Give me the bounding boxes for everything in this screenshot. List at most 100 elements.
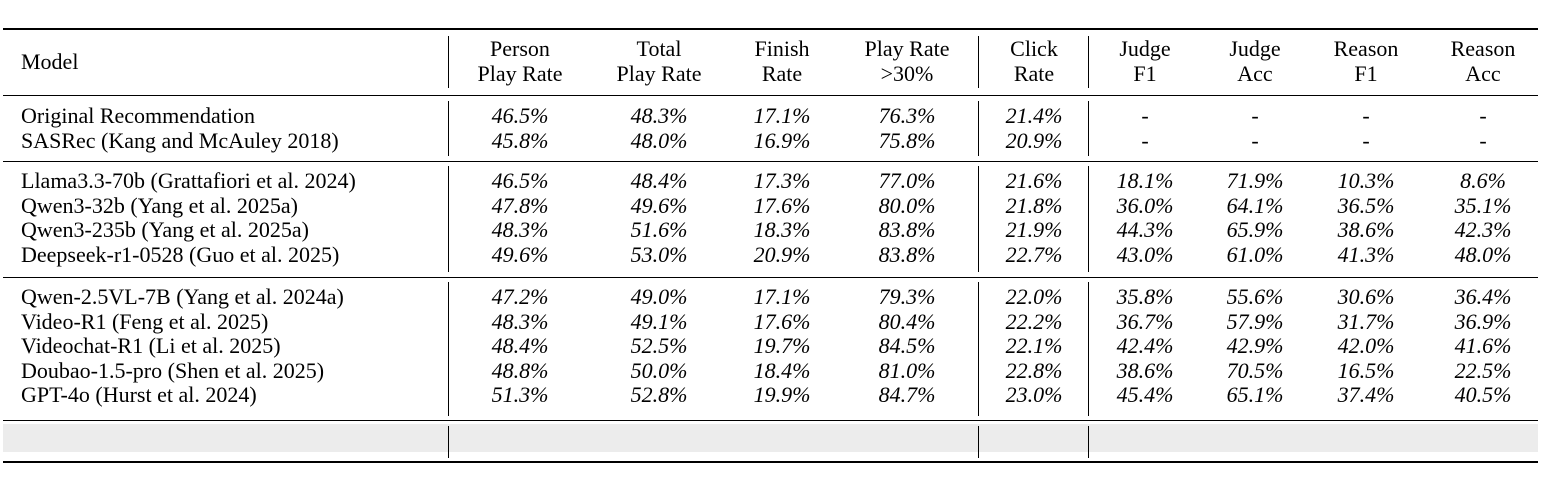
value-cell: 41.3% xyxy=(1337,241,1395,267)
value-cell: 18.3% xyxy=(753,217,811,242)
value-cell: 75.8% xyxy=(878,127,936,153)
group-rule-0 xyxy=(3,95,1538,96)
header-col-6-line2: F1 xyxy=(1133,61,1157,86)
header-col-2-line1: Total xyxy=(636,36,682,61)
header-col-3-line2: Rate xyxy=(761,61,803,86)
model-name-cell: Original Recommendation xyxy=(21,103,255,128)
model-name-cell: Qwen-2.5VL-7B (Yang et al. 2024a) xyxy=(21,284,344,309)
value-cell: 35.8% xyxy=(1116,284,1174,309)
model-name-cell: Video-R1 (Feng et al. 2025) xyxy=(21,308,269,334)
header-col-8-line1: Reason xyxy=(1333,36,1399,61)
group-0-divider-1 xyxy=(978,101,979,156)
header-col-2-line2: Play Rate xyxy=(616,61,702,86)
value-cell: 18.1% xyxy=(1116,168,1174,193)
value-cell: 81.0% xyxy=(878,357,936,383)
value-cell: 18.4% xyxy=(753,357,811,383)
header-col-6-line1: Judge xyxy=(1119,36,1171,61)
value-cell: 48.8% xyxy=(491,357,549,383)
value-cell: - xyxy=(1251,127,1259,153)
value-cell: 83.8% xyxy=(878,241,936,267)
value-cell: - xyxy=(1141,103,1149,128)
header-col-4-line1: Play Rate xyxy=(864,36,950,61)
value-cell: 42.9% xyxy=(1226,333,1284,358)
top-rule xyxy=(3,28,1538,30)
value-cell: 57.9% xyxy=(1226,308,1284,334)
group-rule-1 xyxy=(3,161,1538,162)
value-cell: 38.6% xyxy=(1116,357,1174,383)
value-cell: 21.4% xyxy=(1005,103,1063,128)
model-name-cell: Qwen3-235b (Yang et al. 2025a) xyxy=(21,217,309,242)
highlight-row-bg xyxy=(3,424,1538,452)
value-cell: 38.6% xyxy=(1337,217,1395,242)
value-cell: 61.0% xyxy=(1226,241,1284,267)
value-cell: 19.9% xyxy=(753,382,811,407)
value-cell: 48.0% xyxy=(630,127,688,153)
model-name-cell: Doubao-1.5-pro (Shen et al. 2025) xyxy=(21,357,325,383)
value-cell: 17.6% xyxy=(753,308,811,334)
value-cell: 40.5% xyxy=(1454,382,1512,407)
value-cell: 17.1% xyxy=(753,284,811,309)
model-name-cell: Qwen3-32b (Yang et al. 2025a) xyxy=(21,192,298,218)
header-col-7-line1: Judge xyxy=(1229,36,1281,61)
table-row: SASRec (Kang and McAuley 2018) 45.8% 48.0%… xyxy=(3,127,1538,153)
model-name-cell: GPT-4o (Hurst et al. 2024) xyxy=(21,382,257,407)
value-cell: 22.0% xyxy=(1005,284,1063,309)
header-col-5-line1: Click xyxy=(1010,36,1058,61)
group-2-divider-1 xyxy=(978,282,979,416)
header-col-5-line2: Rate xyxy=(1013,61,1055,86)
value-cell: 48.4% xyxy=(630,168,688,193)
value-cell: - xyxy=(1141,127,1149,153)
value-cell: 49.6% xyxy=(491,241,549,267)
value-cell: 19.7% xyxy=(753,333,811,358)
value-cell: 64.1% xyxy=(1226,192,1284,218)
header-col-3-line1: Finish xyxy=(754,36,810,61)
model-name-cell: Deepseek-r1-0528 (Guo et al. 2025) xyxy=(21,241,340,267)
value-cell: 80.0% xyxy=(878,192,936,218)
value-cell: 53.0% xyxy=(630,241,688,267)
value-cell: 36.7% xyxy=(1116,308,1174,334)
value-cell: 49.6% xyxy=(630,192,688,218)
header-col-1-line1: Person xyxy=(490,36,550,61)
value-cell: - xyxy=(1362,103,1370,128)
value-cell: 21.9% xyxy=(1005,217,1063,242)
group-2-divider-2 xyxy=(1088,282,1089,416)
value-cell: 65.1% xyxy=(1226,382,1284,407)
table-row: Qwen3-235b (Yang et al. 2025a) 48.3% 51.6%… xyxy=(3,218,1538,242)
table-row: GPT-4o (Hurst et al. 2024) 51.3% 52.8% 19.9… xyxy=(3,383,1538,407)
group-3-divider-1 xyxy=(978,426,979,458)
value-cell: 47.2% xyxy=(491,284,549,309)
value-cell: 48.3% xyxy=(491,308,549,334)
value-cell: 52.8% xyxy=(630,382,688,407)
group-0-divider-2 xyxy=(1088,101,1089,156)
value-cell: 41.6% xyxy=(1454,333,1512,358)
value-cell: 65.9% xyxy=(1226,217,1284,242)
value-cell: 71.9% xyxy=(1226,168,1284,193)
value-cell: 42.3% xyxy=(1454,217,1512,242)
group-3-divider-2 xyxy=(1088,426,1089,458)
value-cell: 20.9% xyxy=(1005,127,1063,153)
value-cell: 36.4% xyxy=(1454,284,1512,309)
header-divider-2 xyxy=(1088,36,1089,88)
group-0-divider-0 xyxy=(448,101,449,156)
value-cell: 37.4% xyxy=(1337,382,1395,407)
group-3-divider-0 xyxy=(448,426,449,458)
value-cell: 16.9% xyxy=(753,127,811,153)
value-cell: 21.8% xyxy=(1005,192,1063,218)
value-cell: 22.5% xyxy=(1454,357,1512,383)
group-1-divider-0 xyxy=(448,166,449,272)
value-cell: 49.1% xyxy=(630,308,688,334)
value-cell: 16.5% xyxy=(1337,357,1395,383)
value-cell: 51.6% xyxy=(630,217,688,242)
value-cell: 36.5% xyxy=(1337,192,1395,218)
value-cell: 36.9% xyxy=(1454,308,1512,334)
table-row: Qwen3-32b (Yang et al. 2025a) 47.8% 49.6% 1… xyxy=(3,192,1538,218)
value-cell: 8.6% xyxy=(1460,168,1506,193)
value-cell: 17.6% xyxy=(753,192,811,218)
value-cell: 84.7% xyxy=(878,382,936,407)
value-cell: 70.5% xyxy=(1226,357,1284,383)
value-cell: 46.5% xyxy=(491,103,549,128)
value-cell: 48.3% xyxy=(491,217,549,242)
header-col-1-line2: Play Rate xyxy=(477,61,563,86)
value-cell: 30.6% xyxy=(1337,284,1395,309)
value-cell: 22.8% xyxy=(1005,357,1063,383)
